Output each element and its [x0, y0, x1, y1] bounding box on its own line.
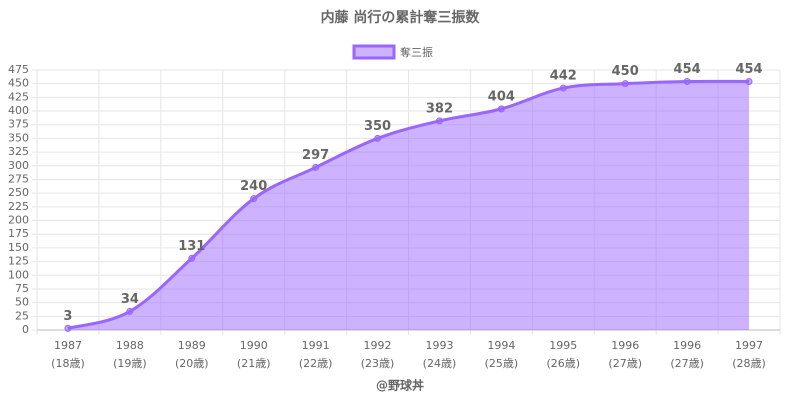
data-label: 3	[63, 309, 72, 324]
x-tick-label: 1997	[735, 339, 763, 352]
point	[559, 84, 567, 92]
point	[621, 80, 629, 88]
y-tick-label: 50	[15, 296, 29, 309]
x-tick-label: 1988	[116, 339, 144, 352]
y-tick-label: 275	[8, 172, 29, 185]
area	[67, 81, 750, 330]
data-label: 297	[302, 148, 329, 163]
y-tick-label: 325	[8, 145, 29, 158]
x-tick-label: 1994	[487, 339, 515, 352]
y-tick-label: 0	[22, 323, 29, 336]
y-tick-label: 150	[8, 241, 29, 254]
data-label: 442	[550, 69, 577, 84]
y-tick-label: 75	[15, 282, 29, 295]
y-tick-label: 250	[8, 186, 29, 199]
chart-title: 内藤 尚行の累計奪三振数	[321, 9, 481, 26]
x-tick-label: 1996	[673, 339, 701, 352]
y-tick-label: 300	[8, 159, 29, 172]
point	[435, 117, 443, 125]
x-tick-label: 1996	[611, 339, 639, 352]
point	[64, 324, 72, 332]
y-tick-label: 475	[8, 63, 29, 76]
y-tick-label: 125	[8, 255, 29, 268]
y-tick-label: 425	[8, 90, 29, 103]
x-tick-label: (27歳)	[670, 357, 704, 370]
x-tick-label: 1992	[364, 339, 392, 352]
x-tick-label: (20歳)	[175, 357, 209, 370]
y-tick-label: 25	[15, 309, 29, 322]
y-tick-label: 375	[8, 118, 29, 131]
x-tick-label: (25歳)	[485, 357, 519, 370]
data-label: 240	[240, 179, 267, 194]
x-tick-label: 1987	[54, 339, 82, 352]
x-tick-label: 1990	[240, 339, 268, 352]
data-label: 382	[426, 101, 453, 116]
x-tick-label: (22歳)	[299, 357, 333, 370]
y-tick-label: 225	[8, 200, 29, 213]
y-tick-label: 200	[8, 214, 29, 227]
x-tick-label: (18歳)	[51, 357, 85, 370]
data-label: 34	[121, 292, 139, 307]
x-tick-label: (26歳)	[546, 357, 580, 370]
y-tick-label: 350	[8, 131, 29, 144]
data-label: 450	[612, 64, 639, 79]
x-tick-label: (21歳)	[237, 357, 271, 370]
point	[497, 105, 505, 113]
point	[250, 195, 258, 203]
x-tick-label: (28歳)	[732, 357, 766, 370]
data-label: 454	[674, 62, 701, 77]
y-tick-label: 100	[8, 268, 29, 281]
y-tick-label: 400	[8, 104, 29, 117]
x-tick-label: (19歳)	[113, 357, 147, 370]
legend-swatch	[352, 44, 396, 60]
point	[683, 77, 691, 85]
point	[745, 77, 753, 85]
data-label: 454	[735, 62, 762, 77]
y-tick-label: 450	[8, 77, 29, 90]
point	[188, 254, 196, 262]
point	[312, 163, 320, 171]
x-tick-label: 1991	[302, 339, 330, 352]
legend-label: 奪三振	[400, 45, 433, 59]
x-tick-label: 1989	[178, 339, 206, 352]
credit: @野球丼	[376, 378, 424, 393]
x-tick-label: (23歳)	[361, 357, 395, 370]
point	[126, 307, 134, 315]
data-label: 350	[364, 119, 391, 134]
data-label: 404	[488, 89, 515, 104]
x-tick-label: 1993	[425, 339, 453, 352]
x-tick-label: 1995	[549, 339, 577, 352]
x-tick-label: (24歳)	[423, 357, 457, 370]
data-label: 131	[178, 239, 205, 254]
x-tick-label: (27歳)	[608, 357, 642, 370]
y-tick-label: 175	[8, 227, 29, 240]
point	[374, 134, 382, 142]
